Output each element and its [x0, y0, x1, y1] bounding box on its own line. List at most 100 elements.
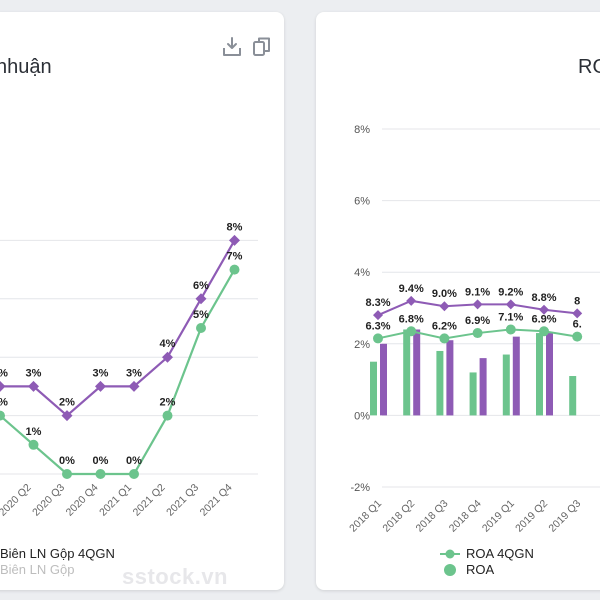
data-label: 6.	[573, 319, 582, 331]
y-tick-label: 8%	[354, 124, 370, 136]
data-point	[0, 410, 5, 421]
legend-label: Biên LN Gộp 4QGN	[0, 546, 115, 561]
data-label: 9.0%	[432, 288, 457, 300]
data-label: 8.8%	[531, 292, 556, 304]
data-point	[195, 293, 207, 305]
card-title: RO	[578, 56, 600, 78]
data-point	[439, 301, 450, 312]
watermark: sstock.vn	[122, 564, 228, 589]
data-point	[472, 328, 483, 339]
legend-item-margin[interactable]: Biên LN Gộp	[0, 562, 115, 578]
x-tick-label: 2021 Q3	[164, 482, 201, 519]
bar	[446, 340, 454, 416]
x-tick-label: 2020 Q2	[0, 482, 34, 519]
data-point	[229, 264, 240, 275]
legend-label: ROA 4QGN	[466, 546, 534, 561]
bar	[380, 343, 387, 416]
data-label: 2%	[0, 397, 8, 409]
data-label: 0%	[93, 455, 109, 467]
legend-label: ROA	[466, 562, 495, 577]
legend: Biên LN Gộp 4QGN Biên LN Gộp	[0, 546, 115, 578]
data-label: 3%	[93, 367, 109, 379]
x-tick-label: 2018 Q4	[447, 498, 484, 535]
y-tick-label: -2%	[350, 482, 370, 494]
data-point	[95, 380, 106, 392]
series-line	[0, 239, 236, 418]
data-label: 9.4%	[399, 283, 424, 295]
data-label: 3%	[26, 367, 42, 379]
bar	[403, 329, 411, 416]
data-label: 6.9%	[531, 313, 556, 325]
bar	[512, 336, 520, 416]
data-point	[162, 351, 173, 363]
bar	[479, 358, 487, 416]
x-tick-label: 2021 Q2	[131, 482, 168, 519]
data-label: 7.1%	[498, 311, 523, 323]
data-point	[229, 234, 240, 246]
data-label: 7%	[227, 251, 243, 263]
x-tick-label: 2021 Q4	[198, 482, 235, 519]
legend-item-roa[interactable]: ROA	[440, 562, 534, 578]
data-point	[95, 469, 106, 479]
bar	[436, 350, 444, 416]
y-tick-label: 0%	[354, 410, 370, 422]
data-point	[128, 380, 140, 392]
data-point	[572, 331, 583, 342]
bar	[413, 329, 421, 416]
card-title: nhuận	[0, 56, 52, 78]
x-tick-label: 2020 Q4	[64, 482, 101, 519]
bar	[546, 333, 553, 416]
data-label: 3%	[126, 367, 142, 379]
data-point	[196, 323, 206, 333]
data-label: 6.3%	[365, 320, 390, 332]
data-point	[505, 299, 516, 310]
x-tick-label: 2018 Q1	[347, 498, 384, 535]
data-point	[539, 326, 549, 337]
data-label: 0%	[59, 455, 75, 467]
x-tick-label: 2020 Q3	[30, 482, 67, 519]
data-point	[472, 299, 483, 310]
legend-marker-line-icon	[440, 549, 460, 559]
data-point	[0, 380, 6, 392]
legend-label: Biên LN Gộp	[0, 562, 75, 577]
bar	[469, 372, 477, 416]
copy-icon[interactable]	[252, 36, 272, 63]
legend-item-4qgn[interactable]: Biên LN Gộp 4QGN	[0, 546, 115, 562]
data-point	[61, 410, 73, 422]
data-point	[406, 326, 417, 337]
profit-margin-card: nhuận 3% 3% 2% 3% 3% 4% 6% 8% 2% 1% 0% 0% 0% 2% 5% 7% 20…	[0, 12, 284, 590]
data-point	[572, 308, 583, 319]
data-point	[439, 333, 450, 344]
data-point	[162, 410, 173, 421]
data-point	[539, 304, 549, 315]
legend: ROA 4QGN ROA	[440, 546, 534, 578]
legend-item-roa-4qgn[interactable]: ROA 4QGN	[440, 546, 534, 562]
data-point	[505, 324, 516, 335]
data-label: 1%	[26, 426, 42, 438]
x-tick-label: 2019 Q2	[513, 498, 550, 535]
data-label: 6.8%	[399, 313, 424, 325]
data-label: 6.2%	[432, 320, 457, 332]
data-point	[373, 333, 383, 344]
roa-card: RO 8% 6% 4% 2% 0% -2% 6.3% 6.8% 6.2% 6.9% 7.1% 6.9%…	[316, 12, 600, 590]
data-label: 9.2%	[498, 286, 523, 298]
data-label: 8	[574, 295, 580, 307]
download-icon[interactable]	[222, 36, 242, 63]
data-label: 2%	[160, 397, 176, 409]
data-label: 8%	[227, 221, 243, 233]
data-label: 9.1%	[465, 286, 490, 298]
x-tick-label: 2018 Q2	[380, 498, 417, 535]
data-point	[28, 439, 39, 450]
x-tick-label: 2019 Q3	[546, 498, 583, 535]
x-tick-label: 2021 Q1	[97, 482, 134, 519]
y-tick-label: 2%	[354, 339, 370, 351]
profit-margin-chart: 3%3%2%3%3%4%6%8%2%1%0%0%0%2%5%7%2020 Q22…	[0, 221, 258, 519]
y-tick-label: 6%	[354, 196, 370, 208]
data-point	[62, 469, 72, 479]
data-label: 6.9%	[465, 315, 490, 327]
bar	[370, 361, 377, 416]
data-label: 3%	[0, 367, 8, 379]
x-tick-label: 2018 Q3	[414, 498, 451, 535]
y-tick-label: 4%	[354, 267, 370, 279]
data-point	[129, 469, 139, 479]
